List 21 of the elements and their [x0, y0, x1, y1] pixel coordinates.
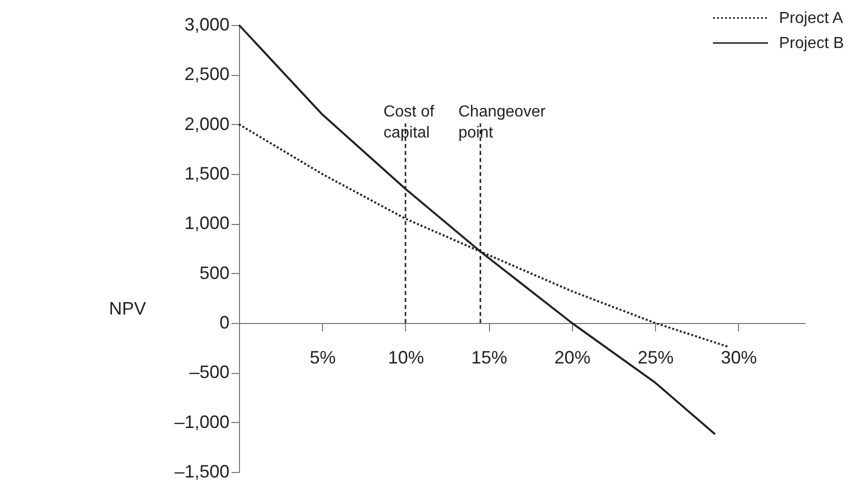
- x-tick-label: 30%: [720, 348, 757, 368]
- y-tick-label: 1,500: [184, 164, 230, 184]
- y-tick-label: –1,000: [174, 412, 230, 432]
- y-tick-label: 2,000: [184, 114, 230, 134]
- legend-label: Project B: [779, 35, 844, 52]
- y-tick-label: –500: [189, 362, 230, 382]
- y-tick-label: 3,000: [184, 14, 230, 34]
- ref-line-label: Changeover point: [458, 103, 546, 142]
- x-tick-label: 20%: [554, 348, 590, 368]
- y-tick-label: –1,500: [174, 462, 230, 482]
- x-tick-label: 5%: [310, 348, 336, 368]
- y-tick-label: 2,500: [184, 64, 230, 84]
- y-tick-label: 500: [199, 262, 230, 283]
- x-tick-label: 15%: [471, 348, 508, 368]
- y-tick-label: 0: [219, 312, 230, 332]
- ref-line-label: Cost of capital: [383, 103, 435, 142]
- y-axis-title: NPV: [108, 298, 146, 318]
- y-tick-label: 1,000: [184, 213, 230, 234]
- legend-label: Project A: [779, 10, 844, 27]
- x-tick-label: 10%: [388, 348, 424, 368]
- x-tick-label: 25%: [638, 348, 674, 368]
